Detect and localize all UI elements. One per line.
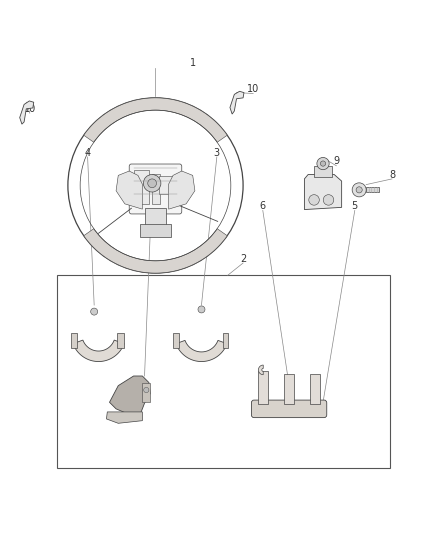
Polygon shape [304, 174, 342, 209]
Circle shape [198, 306, 205, 313]
Circle shape [317, 157, 329, 169]
Bar [223, 333, 228, 348]
Circle shape [352, 183, 366, 197]
Text: 4: 4 [85, 148, 91, 158]
Text: 3: 3 [214, 148, 220, 158]
Text: 10: 10 [24, 104, 36, 114]
Circle shape [309, 195, 319, 205]
Bar [258, 371, 268, 403]
Polygon shape [110, 376, 150, 415]
Bar [57, 275, 390, 468]
Circle shape [356, 187, 362, 193]
Bar [173, 333, 179, 348]
Circle shape [148, 179, 156, 188]
Bar [140, 223, 171, 237]
Text: 2: 2 [240, 254, 246, 264]
Polygon shape [84, 98, 227, 142]
Polygon shape [116, 171, 142, 209]
Text: 9: 9 [333, 156, 339, 166]
Polygon shape [176, 341, 227, 361]
Bar [310, 374, 320, 403]
Polygon shape [169, 171, 195, 209]
Circle shape [91, 308, 98, 315]
Bar [134, 169, 149, 204]
Text: 6: 6 [260, 201, 266, 211]
Polygon shape [230, 91, 244, 114]
Bar [145, 208, 166, 226]
Text: 5: 5 [352, 201, 358, 211]
Circle shape [323, 195, 334, 205]
FancyBboxPatch shape [251, 400, 327, 418]
Text: 8: 8 [389, 169, 395, 180]
Bar [142, 383, 150, 402]
Bar [159, 176, 176, 194]
Polygon shape [106, 412, 142, 423]
Circle shape [143, 174, 161, 192]
Bar [117, 333, 124, 348]
Polygon shape [258, 365, 263, 375]
Bar [71, 333, 77, 348]
Bar [314, 166, 332, 177]
Text: 10: 10 [247, 84, 259, 94]
Text: 1: 1 [190, 58, 196, 68]
Circle shape [320, 161, 325, 166]
Polygon shape [20, 101, 34, 124]
Text: 7: 7 [148, 201, 154, 211]
Bar [284, 374, 294, 403]
Bar [152, 174, 160, 204]
Polygon shape [84, 229, 227, 273]
FancyBboxPatch shape [129, 164, 182, 214]
Circle shape [144, 387, 149, 393]
Bar [366, 187, 379, 192]
Polygon shape [73, 340, 124, 361]
